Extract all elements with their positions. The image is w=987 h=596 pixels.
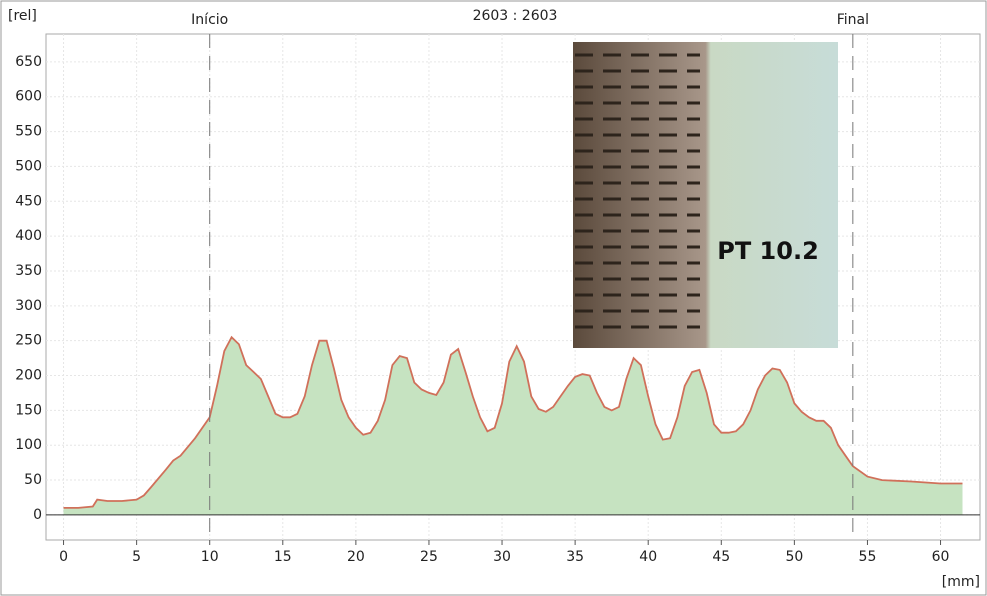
y-tick-label: 350	[15, 263, 42, 279]
x-tick-label: 5	[132, 549, 141, 565]
x-tick-label: 0	[59, 549, 68, 565]
y-tick-label: 500	[15, 158, 42, 174]
x-tick-label: 25	[420, 549, 438, 565]
y-tick-label: 300	[15, 298, 42, 314]
inset-photo: PT 10.2	[573, 42, 838, 348]
x-axis-label: [mm]	[942, 574, 980, 590]
area-fill	[63, 337, 963, 515]
x-tick-label: 60	[932, 549, 950, 565]
y-tick-label: 50	[24, 472, 42, 488]
x-tick-label: 40	[639, 549, 657, 565]
x-tick-label: 10	[201, 549, 219, 565]
marker-label: Início	[191, 12, 228, 28]
x-tick-label: 55	[859, 549, 877, 565]
y-tick-label: 600	[15, 89, 42, 105]
x-tick-label: 15	[274, 549, 292, 565]
x-tick-label: 50	[785, 549, 803, 565]
y-tick-label: 150	[15, 402, 42, 418]
y-tick-label: 250	[15, 333, 42, 349]
plot-frame	[45, 33, 981, 541]
y-tick-label: 650	[15, 54, 42, 70]
photo	[573, 42, 838, 348]
x-tick-label: 20	[347, 549, 365, 565]
y-tick-label: 200	[15, 368, 42, 384]
x-tick-label: 30	[493, 549, 511, 565]
x-tick-label: 35	[566, 549, 584, 565]
y-tick-label: 550	[15, 124, 42, 140]
y-tick-label: 400	[15, 228, 42, 244]
marker-label: Final	[837, 12, 869, 28]
photo-label: PT 10.2	[717, 237, 819, 265]
y-tick-label: 100	[15, 437, 42, 453]
subtitle: 2603 : 2603	[473, 8, 558, 24]
x-tick-label: 45	[712, 549, 730, 565]
y-tick-label: 0	[33, 507, 42, 523]
y-tick-label: 450	[15, 193, 42, 209]
y-axis-label: [rel]	[8, 8, 37, 24]
line	[63, 335, 963, 509]
